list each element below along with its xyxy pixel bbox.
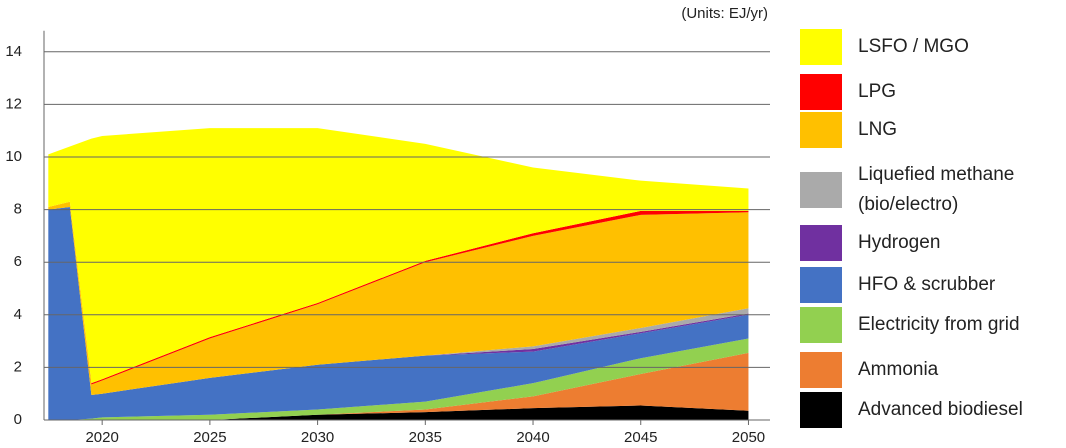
units-annotation: (Units: EJ/yr) (681, 5, 768, 22)
legend-item: Hydrogen (800, 225, 1058, 261)
x-tick-label: 2045 (624, 429, 657, 446)
legend-label: LSFO / MGO (858, 36, 969, 57)
area (48, 405, 749, 420)
legend-label: Ammonia (858, 359, 939, 380)
area (48, 201, 749, 396)
legend-label: Electricity from grid (858, 314, 1020, 335)
y-tick-label: 6 (14, 253, 22, 270)
area (48, 206, 749, 420)
x-tick-label: 2040 (516, 429, 549, 446)
legend-item: LSFO / MGO (800, 29, 1058, 65)
y-tick-label: 12 (5, 95, 22, 112)
legend-item: Liquefied methane (bio/electro) (800, 160, 1058, 220)
area (48, 338, 749, 420)
legend-label: Hydrogen (858, 232, 941, 253)
legend-swatch (800, 392, 842, 428)
legend-item: Electricity from grid (800, 307, 1058, 343)
x-tick-label: 2050 (732, 429, 765, 446)
legend-item: HFO & scrubber (800, 267, 1058, 303)
x-tick-label: 2020 (85, 429, 118, 446)
area (48, 128, 749, 384)
x-tick-label: 2030 (301, 429, 334, 446)
y-tick-label: 14 (5, 43, 22, 60)
y-tick-label: 10 (5, 148, 22, 165)
legend-item: LNG (800, 112, 1058, 148)
legend-swatch (800, 225, 842, 261)
legend-label: LPG (858, 81, 897, 102)
legend-swatch (800, 307, 842, 343)
legend-label: Advanced biodiesel (858, 399, 1023, 420)
legend-swatch (800, 74, 842, 110)
legend-label: LNG (858, 119, 898, 140)
legend-swatch (800, 29, 842, 65)
legend-swatch (800, 112, 842, 148)
area (48, 352, 749, 420)
legend-swatch (800, 172, 842, 208)
legend-label: Liquefied methane (bio/electro) (858, 164, 1015, 215)
legend-item: Ammonia (800, 352, 1058, 388)
legend-swatch (800, 267, 842, 303)
legend-item: Advanced biodiesel (800, 392, 1058, 428)
chart: (Units: EJ/yr) 0 2 4 6 8 10 12 14 2020 2025 2030 20… (5, 5, 770, 446)
y-tick-label: 0 (14, 411, 22, 428)
legend-label: HFO & scrubber (858, 274, 996, 295)
x-tick-label: 2035 (409, 429, 442, 446)
y-tick-label: 8 (14, 201, 22, 218)
x-tick-label: 2025 (193, 429, 226, 446)
y-tick-label: 2 (14, 358, 22, 375)
legend-item: LPG (800, 74, 1058, 110)
y-tick-label: 4 (14, 306, 22, 323)
legend-swatch (800, 352, 842, 388)
